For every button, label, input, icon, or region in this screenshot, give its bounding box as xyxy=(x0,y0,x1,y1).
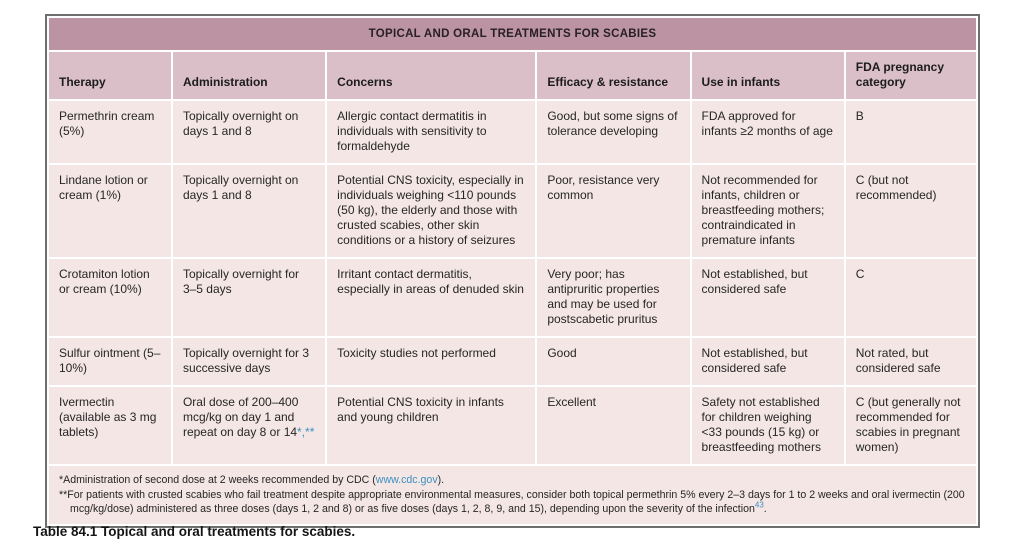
table-cell: C (but generally not recommended for sca… xyxy=(845,387,976,464)
caption-text: Topical and oral treatments for scabies. xyxy=(97,524,356,539)
table-cell: Poor, resistance very common xyxy=(537,165,690,257)
table-cell: Crotamiton lotion or cream (10%) xyxy=(49,259,171,336)
table-cell: Lindane lotion or cream (1%) xyxy=(49,165,171,257)
table-cell: B xyxy=(845,101,976,163)
table-cell: C (but not recommended) xyxy=(845,165,976,257)
table-cell: Very poor; has antipruritic properties a… xyxy=(537,259,690,336)
footnote-2: **For patients with crusted scabies who … xyxy=(59,488,966,516)
footnote-1-text: *Administration of second dose at 2 week… xyxy=(59,474,376,486)
table-cell: Not rated, but considered safe xyxy=(845,338,976,385)
table-row: Crotamiton lotion or cream (10%) Topicall… xyxy=(49,259,976,336)
table-row: Lindane lotion or cream (1%) Topically ov… xyxy=(49,165,976,257)
column-header: Administration xyxy=(172,52,326,99)
table-cell: Potential CNS toxicity, especially in in… xyxy=(327,165,536,257)
table-title: TOPICAL AND ORAL TREATMENTS FOR SCABIES xyxy=(49,18,976,50)
column-header: Use in infants xyxy=(691,52,844,99)
table-cell: Sulfur ointment (5–10%) xyxy=(49,338,171,385)
footnote-marker: *,** xyxy=(297,425,315,439)
table-cell: Good, but some signs of tolerance develo… xyxy=(537,101,690,163)
table-caption: Table 84.1 Topical and oral treatments f… xyxy=(33,524,355,539)
footnote-2-close: . xyxy=(763,503,767,515)
table-cell: Topically overnight on days 1 and 8 xyxy=(172,101,326,163)
scabies-treatments-table: TOPICAL AND ORAL TREATMENTS FOR SCABIES … xyxy=(45,14,980,528)
table-cell: Ivermectin (available as 3 mg tablets) xyxy=(49,387,171,464)
table-cell: Oral dose of 200–400 mcg/kg on day 1 and… xyxy=(172,387,326,464)
table-cell: Irritant contact dermatitis, especially … xyxy=(327,259,536,336)
table-cell: Excellent xyxy=(537,387,690,464)
table-cell: Topically overnight for 3 successive day… xyxy=(172,338,326,385)
table-cell: Good xyxy=(537,338,690,385)
table-cell: Permethrin cream (5%) xyxy=(49,101,171,163)
table-row: Ivermectin (available as 3 mg tablets) Or… xyxy=(49,387,976,464)
header-row: Therapy Administration Concerns Efficacy & … xyxy=(49,52,976,99)
table-cell: Topically overnight for 3–5 days xyxy=(172,259,326,336)
table-cell: Toxicity studies not performed xyxy=(327,338,536,385)
footnotes: *Administration of second dose at 2 week… xyxy=(49,466,976,524)
data-table: Therapy Administration Concerns Efficacy & … xyxy=(47,50,978,466)
table-cell: Allergic contact dermatitis in individua… xyxy=(327,101,536,163)
footnote-1-close: ). xyxy=(437,474,445,486)
reference-43: 43 xyxy=(754,500,764,510)
table-cell: FDA approved for infants ≥2 months of ag… xyxy=(691,101,844,163)
table-row: Permethrin cream (5%) Topically overnight… xyxy=(49,101,976,163)
table-cell: C xyxy=(845,259,976,336)
cdc-link[interactable]: www.cdc.gov xyxy=(375,474,438,486)
table-cell: Topically overnight on days 1 and 8 xyxy=(172,165,326,257)
table-cell: Safety not established for children weig… xyxy=(691,387,844,464)
table-cell: Not recommended for infants, children or… xyxy=(691,165,844,257)
footnote-2-text: **For patients with crusted scabies who … xyxy=(59,489,965,515)
table-body: Permethrin cream (5%) Topically overnight… xyxy=(49,101,976,464)
footnote-1: *Administration of second dose at 2 week… xyxy=(59,473,966,487)
table-row: Sulfur ointment (5–10%) Topically overnig… xyxy=(49,338,976,385)
column-header: Efficacy & resistance xyxy=(537,52,690,99)
column-header: Therapy xyxy=(49,52,171,99)
column-header: Concerns xyxy=(327,52,536,99)
column-header: FDA pregnancy category xyxy=(845,52,976,99)
table-cell: Not established, but considered safe xyxy=(691,259,844,336)
table-cell: Potential CNS toxicity in infants and yo… xyxy=(327,387,536,464)
caption-label: Table 84.1 xyxy=(33,524,98,539)
table-cell: Not established, but considered safe xyxy=(691,338,844,385)
